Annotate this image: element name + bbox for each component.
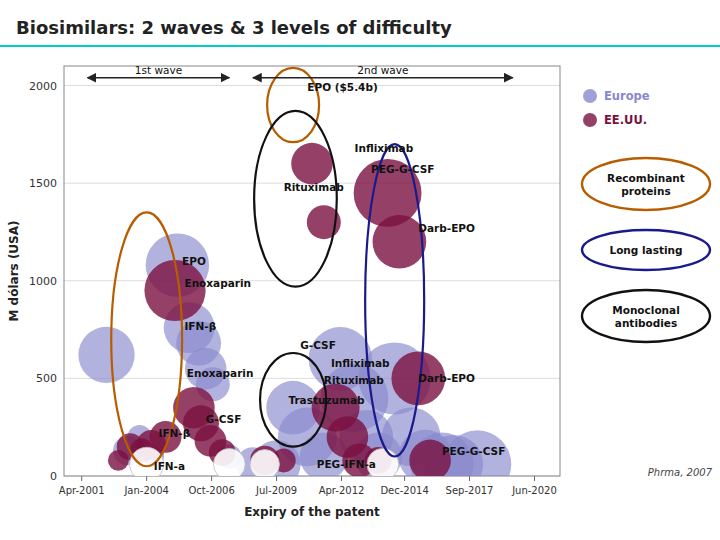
group-legend-line: proteins: [621, 185, 670, 197]
annotation: Darb-EPO: [418, 222, 475, 234]
plot-area: [64, 66, 560, 476]
wave-arrow: [253, 77, 513, 78]
annotation: PEG-G-CSF: [442, 445, 505, 457]
y-tick-label: 1500: [29, 177, 57, 190]
group-legend-line: antibodies: [615, 317, 677, 329]
group-legend-ellipse: [582, 230, 710, 270]
x-tick: [341, 476, 342, 481]
x-tick: [469, 476, 470, 481]
annotation: G-CSF: [300, 339, 336, 351]
y-tick-label: 1000: [29, 275, 57, 288]
y-axis-label: M dólars (USA): [7, 220, 21, 321]
group-region: [254, 111, 337, 287]
wave-label: 2nd wave: [357, 64, 408, 76]
annotation: Rituximab: [284, 181, 345, 193]
y-tick-label: 2000: [29, 80, 57, 93]
x-tick-label: Sep-2017: [446, 485, 494, 496]
legend-label: Europe: [604, 89, 650, 103]
group-legend-line: Long lasting: [609, 244, 682, 256]
plot-frame: [64, 66, 560, 476]
annotation: Infliximab: [331, 357, 390, 369]
x-tick-label: Jan-2004: [123, 485, 168, 496]
bubble-series: [78, 233, 511, 476]
bubble: [78, 327, 134, 383]
group-legend-line: Monoclonal: [612, 304, 680, 316]
group-region: [267, 68, 319, 142]
bubble-series: [108, 143, 451, 476]
annotation: Enoxaparin: [184, 277, 251, 289]
annotation: Darb-EPO: [418, 372, 475, 384]
x-tick-label: Oct-2006: [188, 485, 234, 496]
wave-label: 1st wave: [135, 64, 182, 76]
annotation: EPO: [182, 255, 206, 267]
bubble-series: [130, 447, 399, 476]
annotation: EPO ($5.4b): [307, 81, 377, 93]
x-tick-label: Jun-2020: [511, 485, 557, 496]
annotation: Trastuzumab: [288, 394, 365, 406]
x-tick: [276, 476, 277, 481]
bubble: [291, 143, 333, 185]
group-legend-ellipse: [582, 158, 710, 210]
bubble: [144, 260, 205, 321]
source: Phrma, 2007: [648, 467, 713, 478]
annotation: IFN-a: [154, 460, 185, 472]
annotation: PEG-IFN-a: [317, 458, 376, 470]
group-region: [365, 144, 424, 456]
legend-label: EE.UU.: [604, 113, 647, 127]
y-tick-label: 500: [36, 372, 57, 385]
title-rule: [0, 45, 720, 47]
x-axis-label: Expiry of the patent: [244, 505, 380, 519]
group-legend-line: Recombinant: [607, 172, 685, 184]
x-tick: [404, 476, 405, 481]
x-tick-label: Apr-2012: [319, 485, 365, 496]
annotation: IFN-β: [184, 320, 216, 332]
annotation: Rituximab: [324, 374, 385, 386]
x-tick-label: Apr-2001: [59, 485, 105, 496]
bubble: [250, 450, 279, 476]
y-grid-line: [64, 378, 560, 379]
x-tick: [81, 476, 82, 481]
y-tick-label: 0: [50, 470, 57, 483]
group-legend-label: Long lasting: [609, 244, 682, 256]
annotation: G-CSF: [206, 413, 242, 425]
annotation: Enoxaparin: [187, 367, 254, 379]
annotation: Infliximab: [355, 142, 414, 154]
group-legend-ellipse: [582, 290, 710, 342]
group-legend-label: Recombinantproteins: [607, 172, 685, 197]
bubble: [213, 448, 245, 476]
x-tick-label: Jul-2009: [255, 485, 297, 496]
x-tick: [211, 476, 212, 481]
title: Biosimilars: 2 waves & 3 levels of diffi…: [16, 17, 452, 38]
legend-swatch: [583, 89, 597, 103]
wave-arrow: [88, 77, 230, 78]
chart: Biosimilars: 2 waves & 3 levels of diffi…: [0, 0, 720, 540]
x-tick-label: Dec-2014: [380, 485, 428, 496]
legend-swatch: [583, 113, 597, 127]
group-legend-label: Monoclonalantibodies: [612, 304, 680, 329]
annotation: PEG-G-CSF: [371, 163, 434, 175]
annotation: IFN-β: [158, 427, 190, 439]
x-tick: [146, 476, 147, 481]
x-tick: [534, 476, 535, 481]
plot-data: [78, 68, 511, 476]
